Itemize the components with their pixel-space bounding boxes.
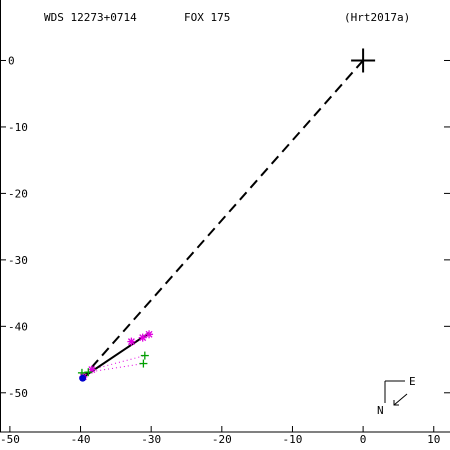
compass: E N xyxy=(377,375,416,417)
x-tick-label: -50 xyxy=(0,433,20,446)
measurement-star xyxy=(127,337,136,346)
compass-arrow xyxy=(393,393,408,406)
x-tick-label: 10 xyxy=(427,433,440,446)
measurement-star xyxy=(145,330,154,339)
compass-north-label: N xyxy=(377,404,384,417)
residual-link xyxy=(91,355,145,371)
y-tick-label: -20 xyxy=(8,187,28,200)
orbit-lines xyxy=(81,48,376,379)
header-wds-id: WDS 12273+0714 xyxy=(44,11,137,24)
measurement-dot xyxy=(79,374,87,382)
measurement-plus xyxy=(140,351,149,360)
compass-arrowhead xyxy=(393,400,399,406)
x-tick-label: 0 xyxy=(360,433,367,446)
x-tick-label: -40 xyxy=(71,433,91,446)
header-reference: (Hrt2017a) xyxy=(344,11,410,24)
y-tick-label: -40 xyxy=(8,320,28,333)
x-tick-label: -30 xyxy=(141,433,161,446)
dotted-links xyxy=(88,355,145,373)
y-tick-label: -10 xyxy=(8,121,28,134)
measurement-plus xyxy=(139,359,148,368)
y-tick-label: -50 xyxy=(8,387,28,400)
compass-east-label: E xyxy=(409,375,416,388)
measurement-markers xyxy=(77,330,154,382)
x-tick-label: -20 xyxy=(212,433,232,446)
separation-dashed-line xyxy=(81,59,364,379)
measurement-plus xyxy=(84,368,93,377)
y-tick-label: 0 xyxy=(8,54,15,67)
x-tick-label: -10 xyxy=(283,433,303,446)
header-discoverer: FOX 175 xyxy=(184,11,230,24)
measurement-star xyxy=(138,333,147,342)
y-tick-label: -30 xyxy=(8,254,28,267)
